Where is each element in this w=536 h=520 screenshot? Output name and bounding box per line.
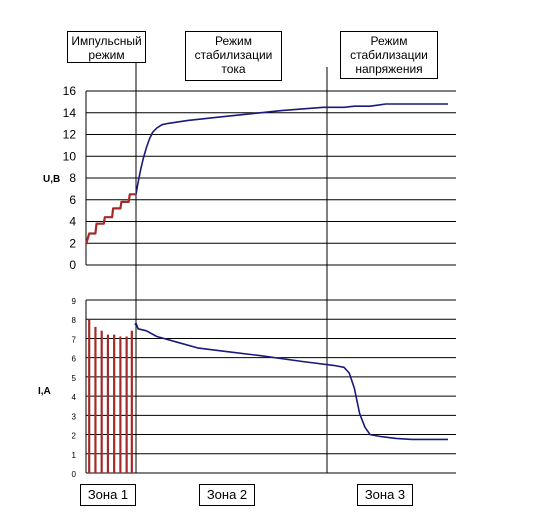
voltage-tick-label: 4 — [69, 215, 76, 229]
zone-1-label: Зона 1 — [80, 484, 136, 506]
impulse-mode-label: Импульсный режим — [67, 31, 146, 63]
voltage-tick-label: 2 — [69, 236, 76, 250]
voltage-tick-label: 8 — [69, 171, 76, 185]
voltage-curve — [135, 103, 448, 195]
current-tick-label: 9 — [72, 297, 77, 306]
current-tick-label: 0 — [72, 470, 77, 479]
zone-dividers — [135, 31, 328, 473]
voltage-gridlines — [85, 90, 456, 266]
current-axis-label: I,A — [38, 386, 51, 397]
voltage-tick-label: 6 — [69, 193, 76, 207]
zone-2-label: Зона 2 — [199, 484, 255, 506]
data-series — [85, 103, 448, 473]
current-stabilization-mode-label: Режим стабилизации тока — [185, 31, 282, 81]
voltage-stabilization-mode-label: Режим стабилизации напряжения — [340, 31, 438, 79]
current-tick-label: 1 — [72, 451, 77, 460]
voltage-impulse-steps — [85, 193, 136, 245]
current-tick-label: 5 — [72, 374, 77, 383]
voltage-tick-label: 14 — [63, 106, 77, 120]
voltage-tick-label: 16 — [63, 84, 77, 98]
voltage-axis-label: U,B — [43, 174, 61, 185]
current-tick-label: 8 — [72, 316, 77, 325]
current-gridlines — [85, 299, 456, 474]
current-tick-label: 6 — [72, 355, 77, 364]
current-tick-label: 3 — [72, 412, 77, 421]
voltage-tick-label: 12 — [63, 128, 77, 142]
current-tick-labels: 0 1 2 3 4 5 6 7 8 9 — [72, 297, 77, 479]
voltage-tick-label: 0 — [69, 258, 76, 272]
current-tick-label: 2 — [72, 432, 77, 441]
zone-3-label: Зона 3 — [357, 484, 413, 506]
current-tick-label: 7 — [72, 335, 77, 344]
voltage-tick-label: 10 — [63, 149, 77, 163]
current-tick-label: 4 — [72, 393, 77, 402]
current-curve — [134, 322, 448, 441]
voltage-tick-labels: 0 2 4 6 8 10 12 14 16 — [63, 84, 77, 272]
